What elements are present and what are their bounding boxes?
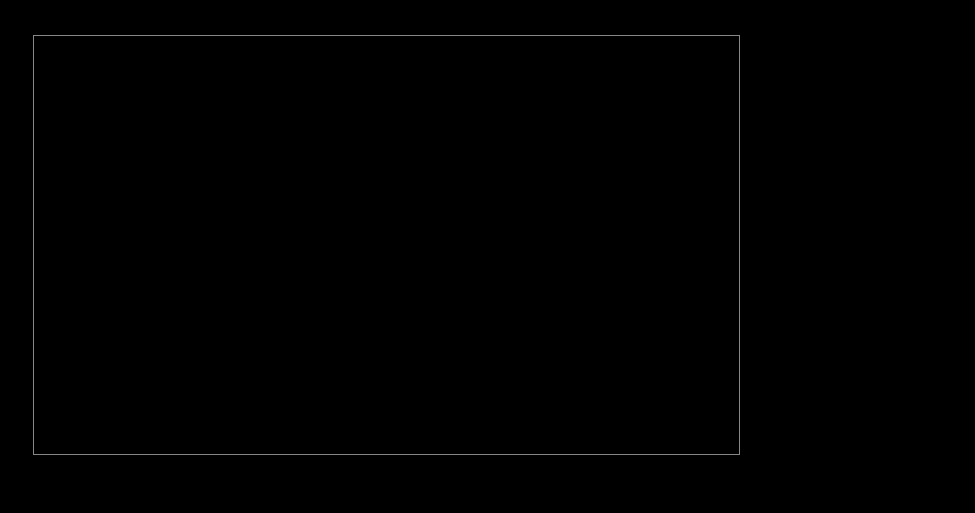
plot-frame: [33, 35, 740, 455]
